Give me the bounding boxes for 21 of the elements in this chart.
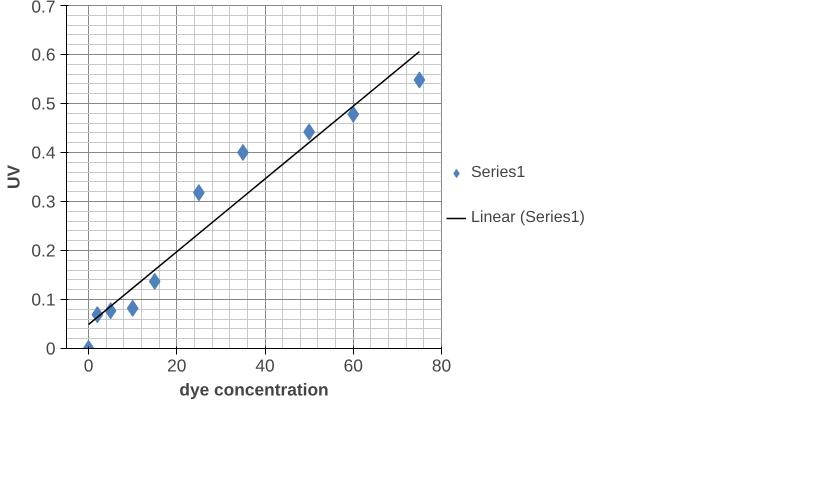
y-tick-label: 0.4 — [31, 142, 56, 162]
y-tick-label: 0 — [46, 338, 56, 358]
point — [126, 300, 139, 317]
point — [148, 272, 161, 290]
y-axis-title: UV — [3, 164, 24, 190]
y-tick-label: 0.7 — [31, 0, 56, 16]
x-tick-label: 20 — [167, 356, 186, 376]
y-tick-label: 0.3 — [31, 192, 56, 212]
x-tick-label: 40 — [255, 356, 275, 376]
y-tick-label: 0.5 — [31, 94, 56, 114]
y-tick-label: 0.1 — [31, 290, 56, 310]
x-axis-title: dye concentration — [179, 380, 329, 400]
x-tick-label: 80 — [432, 356, 452, 376]
x-tick-label: 0 — [84, 356, 94, 376]
point — [237, 144, 249, 161]
legend-label: Linear (Series1) — [471, 209, 585, 227]
point — [347, 106, 360, 123]
y-tick-label: 0.6 — [31, 44, 56, 64]
y-tick-label: 0.2 — [31, 240, 56, 260]
legend-label: Series1 — [471, 164, 526, 182]
x-tick-label: 60 — [344, 356, 363, 376]
